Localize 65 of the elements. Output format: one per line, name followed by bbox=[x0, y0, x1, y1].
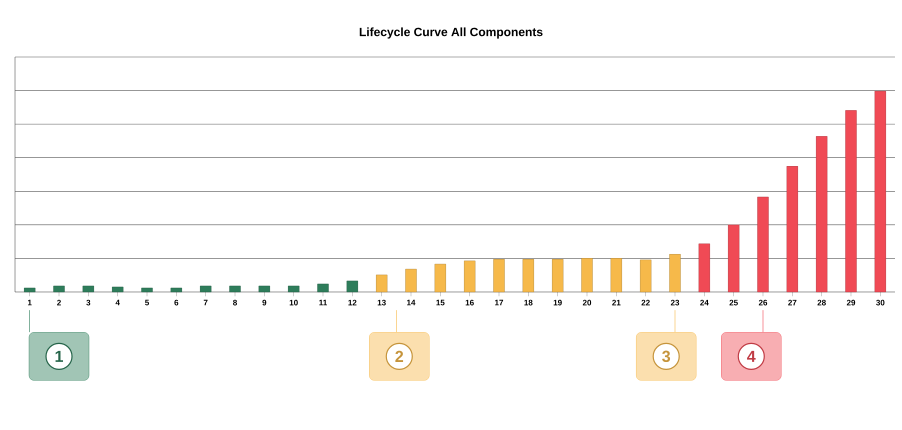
x-tick-label: 17 bbox=[495, 300, 504, 306]
bar bbox=[405, 268, 417, 292]
bar bbox=[112, 286, 124, 292]
bar bbox=[434, 264, 446, 292]
bar bbox=[464, 260, 476, 292]
x-tick-label: 12 bbox=[348, 300, 356, 306]
bar bbox=[816, 136, 828, 292]
bar bbox=[698, 244, 710, 292]
x-tick-label: 26 bbox=[758, 300, 768, 306]
x-tick-label: 6 bbox=[174, 300, 178, 306]
x-tick-label: 7 bbox=[204, 300, 208, 306]
x-tick-label: 8 bbox=[233, 300, 237, 306]
bar bbox=[141, 288, 153, 292]
bar bbox=[82, 286, 94, 292]
x-tick-label: 30 bbox=[876, 300, 884, 306]
text: 1 bbox=[56, 350, 64, 362]
text: 2 bbox=[395, 350, 404, 362]
bar bbox=[610, 258, 622, 292]
bar bbox=[552, 259, 564, 292]
bar bbox=[640, 260, 652, 292]
bar bbox=[728, 224, 740, 292]
bar bbox=[288, 286, 300, 292]
bar bbox=[757, 196, 769, 292]
x-tick-label: 3 bbox=[86, 300, 90, 306]
x-tick-label: 28 bbox=[817, 300, 826, 306]
bar bbox=[376, 274, 388, 292]
x-tick-label: 16 bbox=[466, 300, 474, 306]
x-tick-label: 21 bbox=[612, 300, 621, 306]
bar bbox=[522, 259, 534, 292]
x-tick-label: 1 bbox=[28, 300, 32, 306]
bar bbox=[229, 286, 241, 292]
bar bbox=[786, 166, 798, 292]
x-tick-label: 18 bbox=[524, 300, 533, 306]
bar bbox=[317, 284, 329, 292]
text: 4 bbox=[747, 350, 756, 362]
x-tick-label: 14 bbox=[407, 300, 416, 306]
chart-title: Lifecycle Curve All Components bbox=[360, 27, 543, 39]
x-tick-label: 29 bbox=[846, 300, 856, 306]
x-tick-label: 5 bbox=[145, 300, 150, 306]
x-tick-label: 11 bbox=[319, 300, 328, 306]
bar bbox=[845, 110, 857, 292]
x-tick-label: 24 bbox=[700, 300, 709, 306]
bar bbox=[24, 288, 36, 292]
x-tick-label: 25 bbox=[730, 300, 738, 306]
x-tick-label: 9 bbox=[262, 300, 266, 306]
bar bbox=[170, 288, 182, 292]
x-tick-label: 10 bbox=[290, 300, 298, 306]
x-tick-label: 4 bbox=[116, 300, 120, 306]
x-tick-label: 15 bbox=[436, 300, 445, 306]
x-tick-label: 13 bbox=[378, 300, 386, 306]
bar bbox=[200, 286, 212, 292]
bar bbox=[346, 280, 358, 292]
x-tick-label: 22 bbox=[642, 300, 650, 306]
bar bbox=[53, 286, 65, 292]
text: 3 bbox=[662, 350, 670, 362]
bar bbox=[874, 90, 886, 292]
x-tick-label: 19 bbox=[554, 300, 562, 306]
bar bbox=[493, 259, 505, 292]
x-tick-label: 27 bbox=[788, 300, 796, 306]
x-tick-label: 2 bbox=[57, 300, 61, 306]
bar bbox=[669, 254, 681, 292]
x-tick-label: 23 bbox=[670, 300, 680, 306]
bar bbox=[581, 258, 593, 292]
bar bbox=[258, 286, 270, 292]
x-tick-label: 20 bbox=[582, 300, 592, 306]
